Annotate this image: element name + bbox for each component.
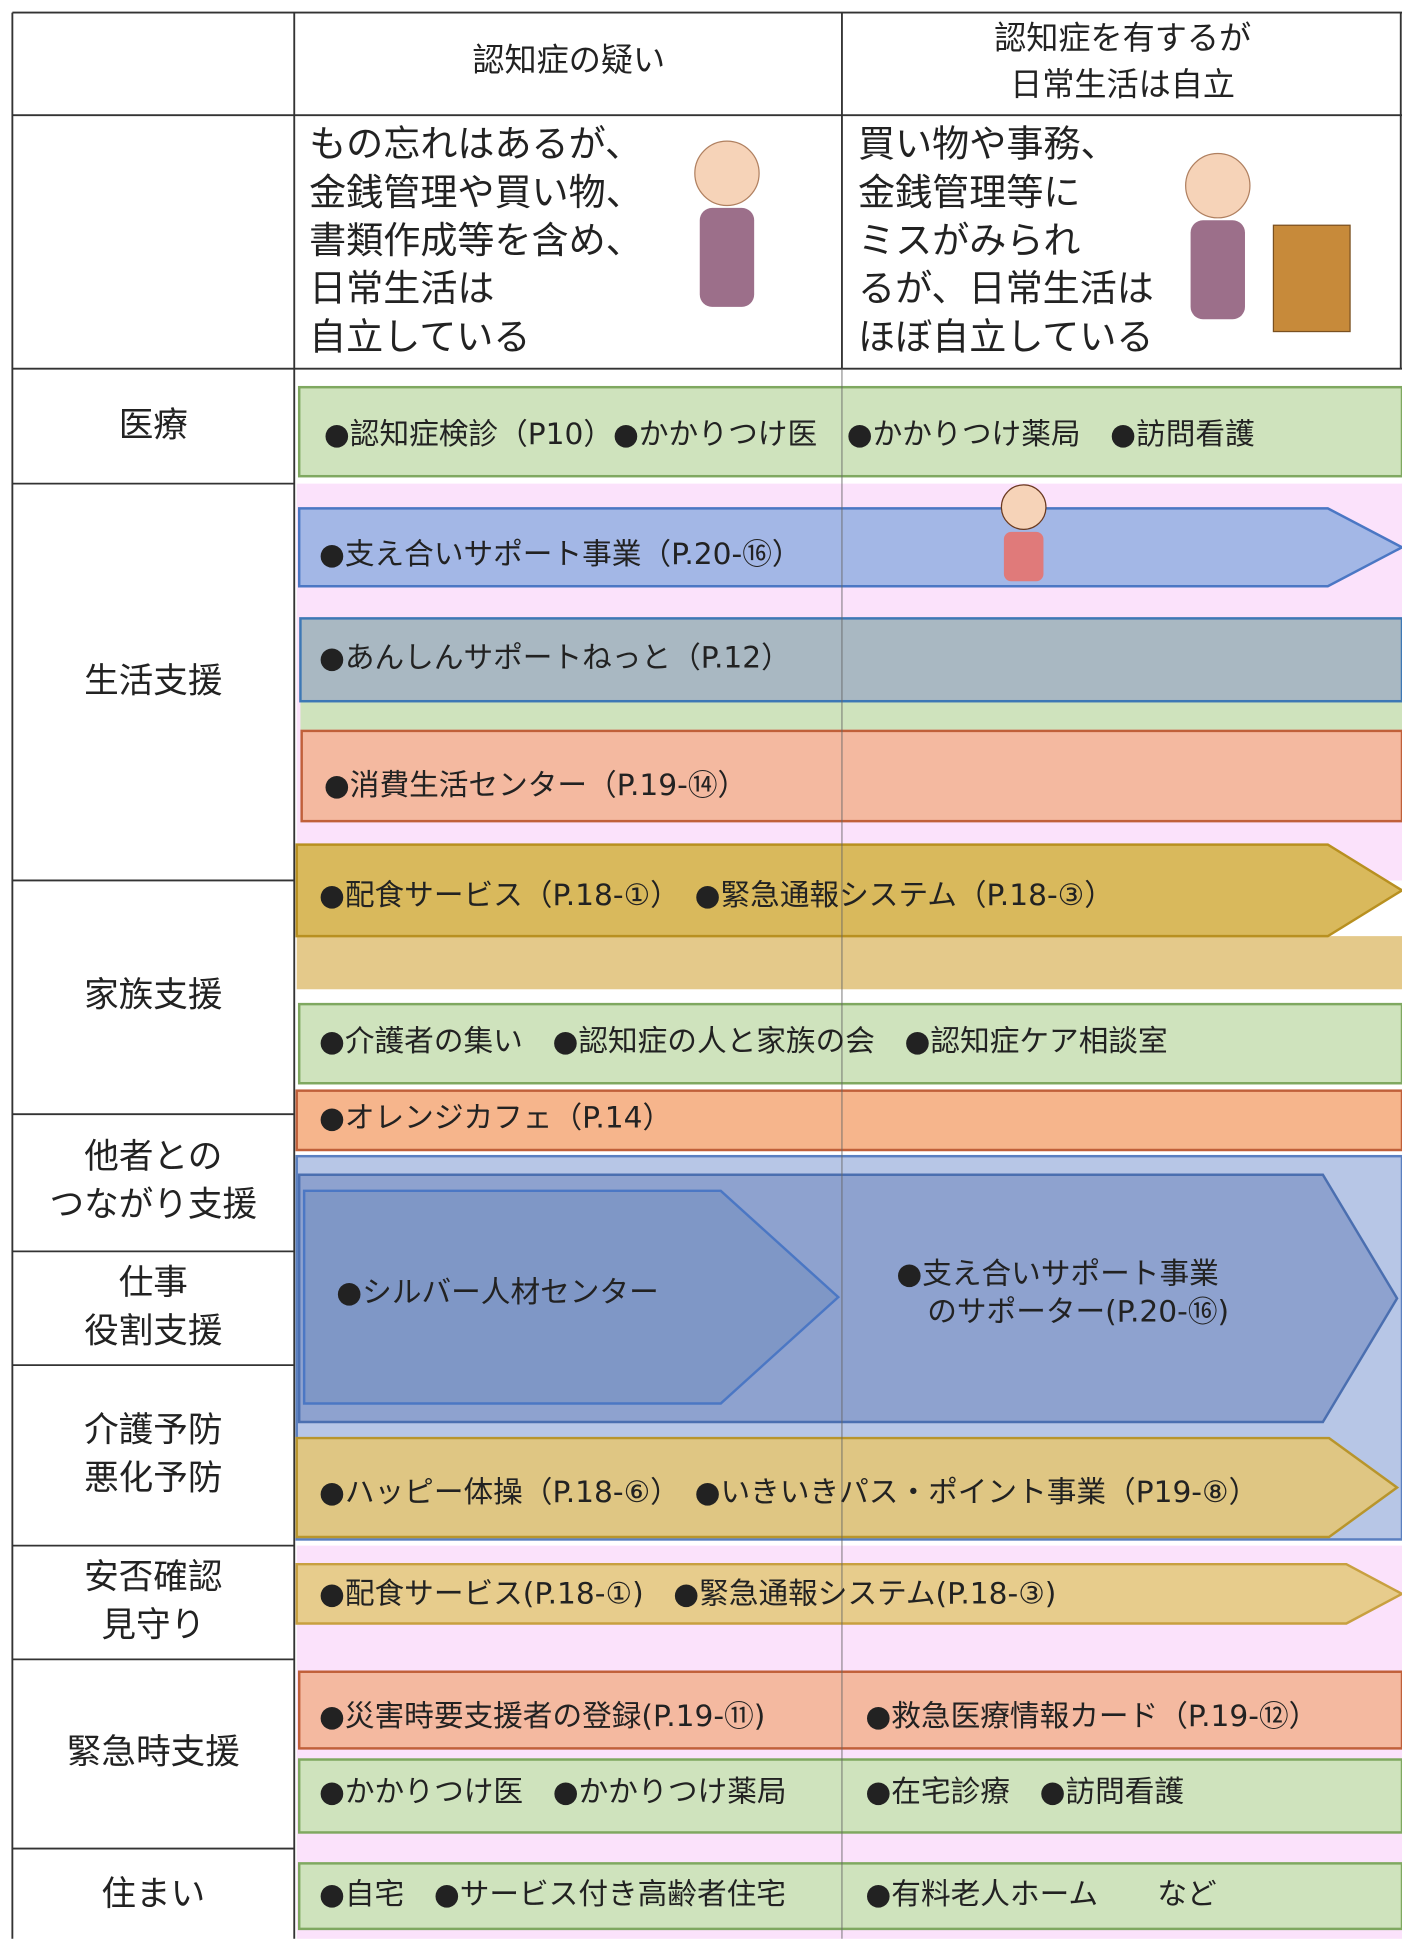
service-label: ●支え合いサポート事業 [896, 1255, 1218, 1290]
service-label: ●救急医療情報カード（P.19-⑫） [865, 1698, 1318, 1733]
description: 書類作成等を含め、 [309, 219, 643, 262]
row-label: 緊急時支援 [67, 1732, 240, 1772]
row-label: 仕事 [119, 1263, 188, 1303]
service-label: ●ハッピー体操（P.18-⑥） ●いきいきパス・ポイント事業（P19-⑧） [319, 1474, 1258, 1509]
service-bar [297, 1670, 1402, 1750]
service-arrow [295, 1436, 1400, 1539]
service-arrow [295, 1562, 1402, 1625]
row-label: つながり支援 [49, 1185, 257, 1225]
service-label: ●シルバー人材センター [336, 1274, 658, 1309]
service-label: ●認知症検診（P10）●かかりつけ医 ●かかりつけ薬局 ●訪問看護 [324, 416, 1255, 451]
row-label: 介護予防 [84, 1410, 222, 1450]
illustration [694, 140, 760, 207]
service-label: のサポーター(P.20-⑯) [927, 1294, 1229, 1329]
illustration [1000, 484, 1047, 530]
row-label: 医療 [119, 406, 188, 446]
service-label: ●かかりつけ医 ●かかりつけ薬局 [319, 1773, 787, 1808]
illustration [1190, 220, 1245, 320]
description: 金銭管理等に [858, 171, 1080, 214]
column-header: 日常生活は自立 [1010, 66, 1235, 104]
illustration [1003, 531, 1044, 582]
row-label: 役割支援 [84, 1311, 222, 1351]
service-label: ●あんしんサポートねっと（P.12） [319, 640, 791, 675]
service-arrow [302, 1189, 841, 1405]
service-label: ●有料老人ホーム など [865, 1876, 1216, 1911]
column-header: 認知症の疑い [472, 41, 665, 79]
service-label: ●自宅 ●サービス付き高齢者住宅 [319, 1876, 786, 1911]
service-bar [297, 1002, 1402, 1085]
row-label: 悪化予防 [84, 1458, 222, 1498]
description: 金銭管理や買い物、 [309, 171, 643, 214]
service-label: ●オレンジカフェ（P.14） [319, 1100, 672, 1135]
service-label: ●消費生活センター（P.19-⑭） [324, 767, 747, 802]
description: るが、日常生活は [858, 267, 1154, 310]
service-bar [297, 1862, 1402, 1931]
service-label: ●災害時要支援者の登録(P.19-⑪) [319, 1698, 765, 1733]
description: 買い物や事務、 [858, 123, 1118, 166]
service-label: ●在宅診療 ●訪問看護 [865, 1773, 1184, 1808]
row-label: 見守り [101, 1606, 205, 1646]
illustration [1185, 152, 1251, 219]
description: 自立している [309, 315, 530, 358]
description: 日常生活は [309, 267, 494, 310]
service-arrow [295, 843, 1402, 938]
row-label: 他者との [84, 1137, 222, 1177]
service-bar [297, 1758, 1402, 1834]
service-label: ●支え合いサポート事業（P.20-⑯） [319, 536, 802, 571]
row-label: 生活支援 [84, 662, 222, 702]
service-bar [300, 701, 1402, 730]
service-label: ●介護者の集い ●認知症の人と家族の会 ●認知症ケア相談室 [319, 1023, 1168, 1058]
illustration [1272, 224, 1351, 333]
row-label: 住まい [101, 1875, 205, 1915]
description: ほぼ自立している [858, 315, 1154, 358]
service-bar [297, 385, 1402, 478]
service-bar [300, 729, 1402, 823]
row-label: 家族支援 [84, 976, 222, 1016]
column-header: 認知症を有するが [994, 19, 1251, 57]
service-bar [295, 1089, 1402, 1152]
service-label: ●配食サービス(P.18-①) ●緊急通報システム(P.18-③) [319, 1576, 1056, 1611]
row-label: 安否確認 [84, 1557, 222, 1597]
service-label: ●配食サービス（P.18-①） ●緊急通報システム（P.18-③） [319, 877, 1114, 912]
service-bar [299, 617, 1402, 703]
description: もの忘れはあるが、 [309, 123, 642, 166]
service-arrow [297, 507, 1402, 588]
service-bar [296, 936, 1402, 990]
description: ミスがみられ [858, 219, 1080, 262]
illustration [699, 207, 755, 307]
